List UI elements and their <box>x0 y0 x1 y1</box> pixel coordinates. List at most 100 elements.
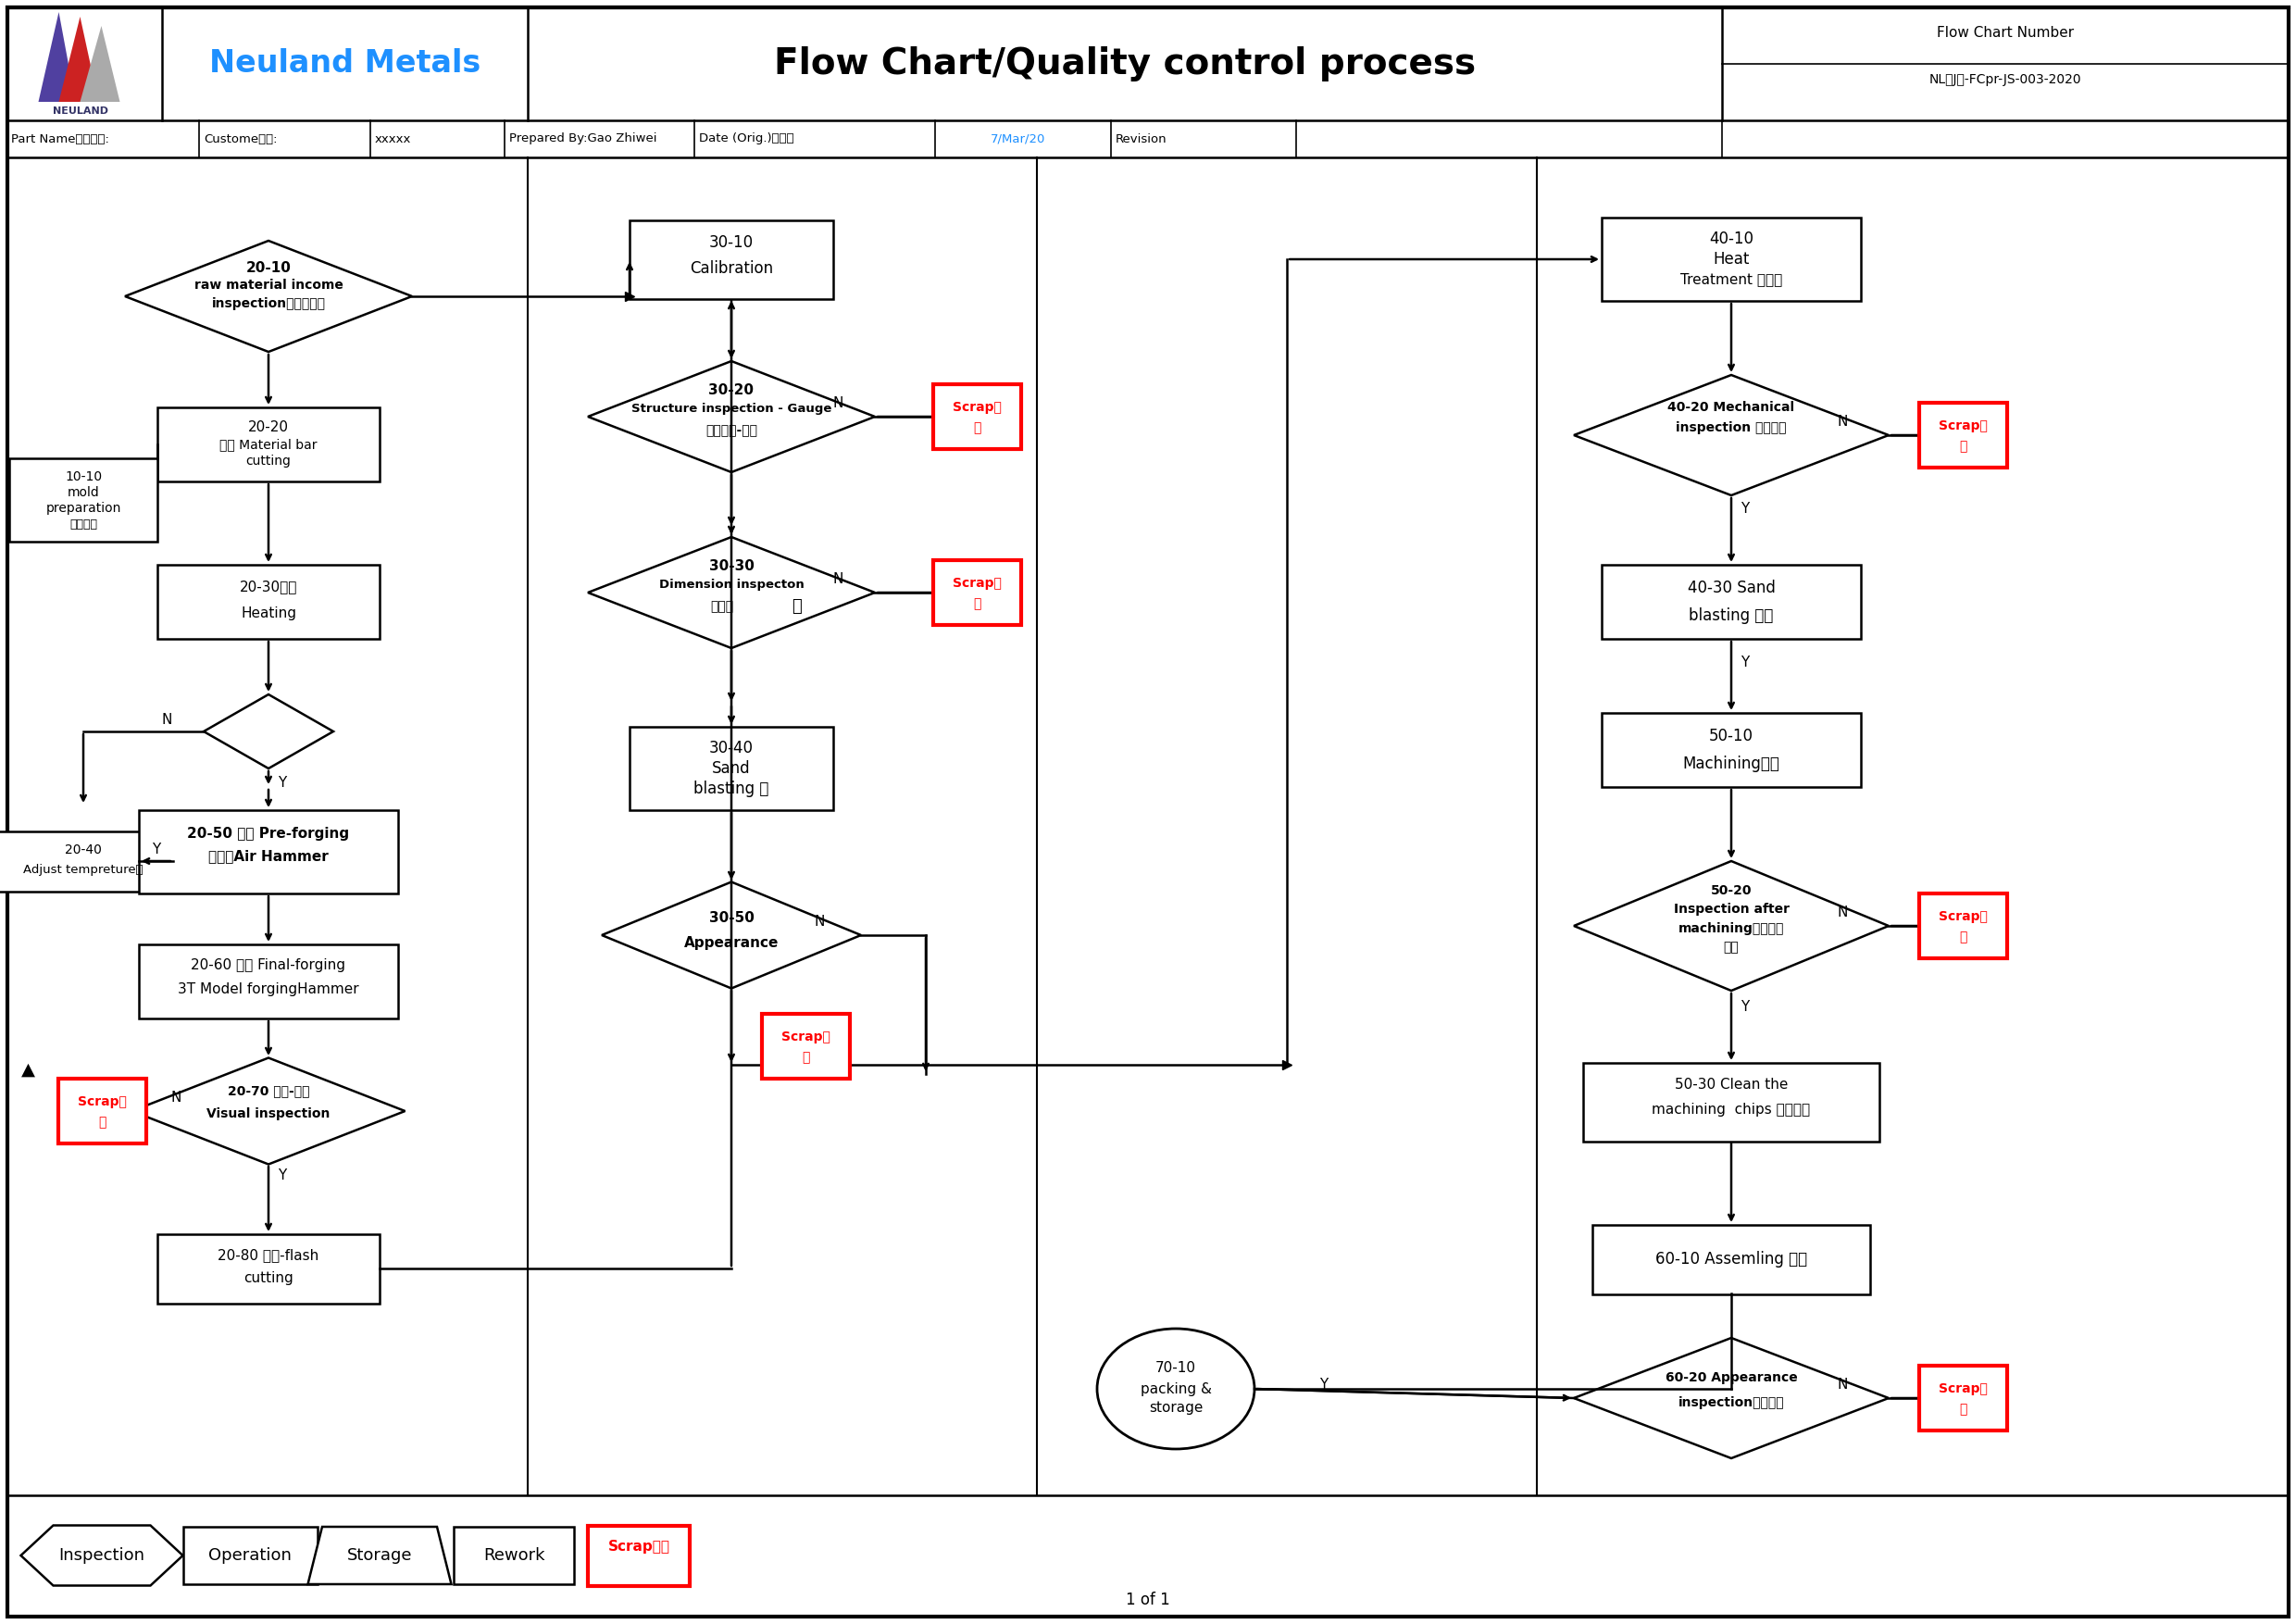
Text: N: N <box>161 713 172 728</box>
Text: Rework: Rework <box>482 1548 544 1564</box>
Bar <box>932 385 1022 450</box>
Text: 20-50 预锻 Pre-forging: 20-50 预锻 Pre-forging <box>188 827 349 840</box>
Text: Flow Chart Number: Flow Chart Number <box>1938 26 2073 41</box>
Text: Scrap废: Scrap废 <box>1938 909 1986 922</box>
Text: cutting: cutting <box>243 1270 294 1285</box>
Bar <box>0 831 174 892</box>
Polygon shape <box>39 11 76 102</box>
Polygon shape <box>131 1057 404 1164</box>
Text: Calibration: Calibration <box>689 260 774 276</box>
Text: 60-10 Assemling 装配: 60-10 Assemling 装配 <box>1655 1250 1807 1268</box>
Polygon shape <box>602 882 861 989</box>
Bar <box>762 1013 850 1078</box>
Text: N: N <box>833 573 843 586</box>
Polygon shape <box>1573 1338 1890 1458</box>
Bar <box>1603 565 1860 638</box>
Text: NEULAND: NEULAND <box>53 107 108 115</box>
Bar <box>1919 403 2007 468</box>
Text: Structure inspection - Gauge: Structure inspection - Gauge <box>631 403 831 416</box>
Text: 空气锤Air Hammer: 空气锤Air Hammer <box>209 849 328 864</box>
Text: 20-40: 20-40 <box>64 843 101 856</box>
Text: Scrap废: Scrap废 <box>781 1031 829 1044</box>
Text: N: N <box>833 396 843 411</box>
Bar <box>1593 1224 1871 1294</box>
Text: mold: mold <box>67 486 99 499</box>
Bar <box>57 1078 147 1143</box>
Text: 30-40: 30-40 <box>709 741 753 757</box>
Bar <box>1584 1062 1880 1142</box>
Bar <box>932 560 1022 625</box>
Text: N: N <box>1837 906 1848 919</box>
Text: raw material income: raw material income <box>195 279 342 292</box>
Text: Custome客户:: Custome客户: <box>204 133 278 145</box>
Text: 3T Model forgingHammer: 3T Model forgingHammer <box>177 983 358 996</box>
Text: inspection 性能检测: inspection 性能检测 <box>1676 421 1786 434</box>
Text: 品: 品 <box>974 598 980 611</box>
Bar <box>158 565 379 638</box>
Text: 20-10: 20-10 <box>246 261 292 276</box>
Text: inspection外观检验: inspection外观检验 <box>1678 1397 1784 1410</box>
Text: Appearance: Appearance <box>684 935 778 950</box>
Text: inspection原材料检验: inspection原材料检验 <box>211 297 326 310</box>
Text: blasting 抛: blasting 抛 <box>693 781 769 797</box>
Text: 30-20: 30-20 <box>709 383 753 398</box>
Text: 50-20: 50-20 <box>1711 883 1752 896</box>
Text: 10-10: 10-10 <box>64 471 101 484</box>
Bar <box>455 1527 574 1583</box>
Text: Y: Y <box>1320 1379 1327 1392</box>
Text: NL（J）-FCpr-JS-003-2020: NL（J）-FCpr-JS-003-2020 <box>1929 73 2082 86</box>
Text: 品: 品 <box>1958 440 1968 453</box>
Text: 模型准备: 模型准备 <box>69 518 96 529</box>
Bar <box>1603 218 1860 300</box>
Text: Scrap废: Scrap废 <box>953 577 1001 590</box>
Text: Inspection: Inspection <box>60 1548 145 1564</box>
Polygon shape <box>21 1525 184 1585</box>
Text: Scrap废: Scrap废 <box>953 401 1001 414</box>
Text: Y: Y <box>1740 654 1750 669</box>
Text: Revision: Revision <box>1116 133 1166 145</box>
Text: 1 of 1: 1 of 1 <box>1125 1592 1171 1608</box>
Text: N: N <box>1837 1379 1848 1392</box>
Text: 下料 Material bar: 下料 Material bar <box>220 438 317 451</box>
Text: 50-10: 50-10 <box>1708 728 1754 744</box>
Bar <box>629 728 833 810</box>
Text: Scrap废: Scrap废 <box>1938 419 1986 432</box>
Bar <box>1919 1366 2007 1431</box>
Polygon shape <box>1573 375 1890 495</box>
Text: Flow Chart/Quality control process: Flow Chart/Quality control process <box>774 47 1476 81</box>
Text: blasting 抛丸: blasting 抛丸 <box>1690 607 1773 624</box>
Bar <box>1603 713 1860 788</box>
Text: 30-50: 30-50 <box>709 911 753 926</box>
Text: 尺: 尺 <box>792 598 801 615</box>
Text: cutting: cutting <box>246 455 292 468</box>
Bar <box>138 945 397 1018</box>
Text: Prepared By:Gao Zhiwei: Prepared By:Gao Zhiwei <box>510 133 657 145</box>
Bar <box>184 1527 317 1583</box>
Text: 检验: 检验 <box>1724 940 1738 953</box>
Polygon shape <box>1573 861 1890 991</box>
Text: 品: 品 <box>99 1116 106 1129</box>
Text: Scrap废品: Scrap废品 <box>608 1540 670 1553</box>
Text: Treatment 热处理: Treatment 热处理 <box>1681 273 1782 286</box>
Text: 品: 品 <box>1958 931 1968 944</box>
Text: 30-30: 30-30 <box>709 560 753 573</box>
Text: 30-10: 30-10 <box>709 234 753 252</box>
Polygon shape <box>124 240 411 352</box>
Text: Storage: Storage <box>347 1548 413 1564</box>
Text: 60-20 Appearance: 60-20 Appearance <box>1665 1371 1798 1384</box>
Text: Scrap废: Scrap废 <box>78 1095 126 1108</box>
Text: N: N <box>1837 416 1848 429</box>
Text: Y: Y <box>152 843 161 857</box>
Text: Machining加工: Machining加工 <box>1683 755 1779 771</box>
Bar <box>138 810 397 893</box>
Polygon shape <box>204 695 333 768</box>
Text: 品: 品 <box>801 1051 808 1064</box>
Text: Adjust tempreture调: Adjust tempreture调 <box>23 864 142 877</box>
Text: machining加工后的: machining加工后的 <box>1678 922 1784 935</box>
Text: 70-10: 70-10 <box>1155 1361 1196 1376</box>
Polygon shape <box>80 26 119 102</box>
Ellipse shape <box>1097 1328 1254 1449</box>
Text: packing &: packing & <box>1141 1382 1212 1395</box>
Text: Dimension inspecton: Dimension inspecton <box>659 580 804 591</box>
Text: 20-70 检验-目测: 20-70 检验-目测 <box>227 1085 310 1098</box>
